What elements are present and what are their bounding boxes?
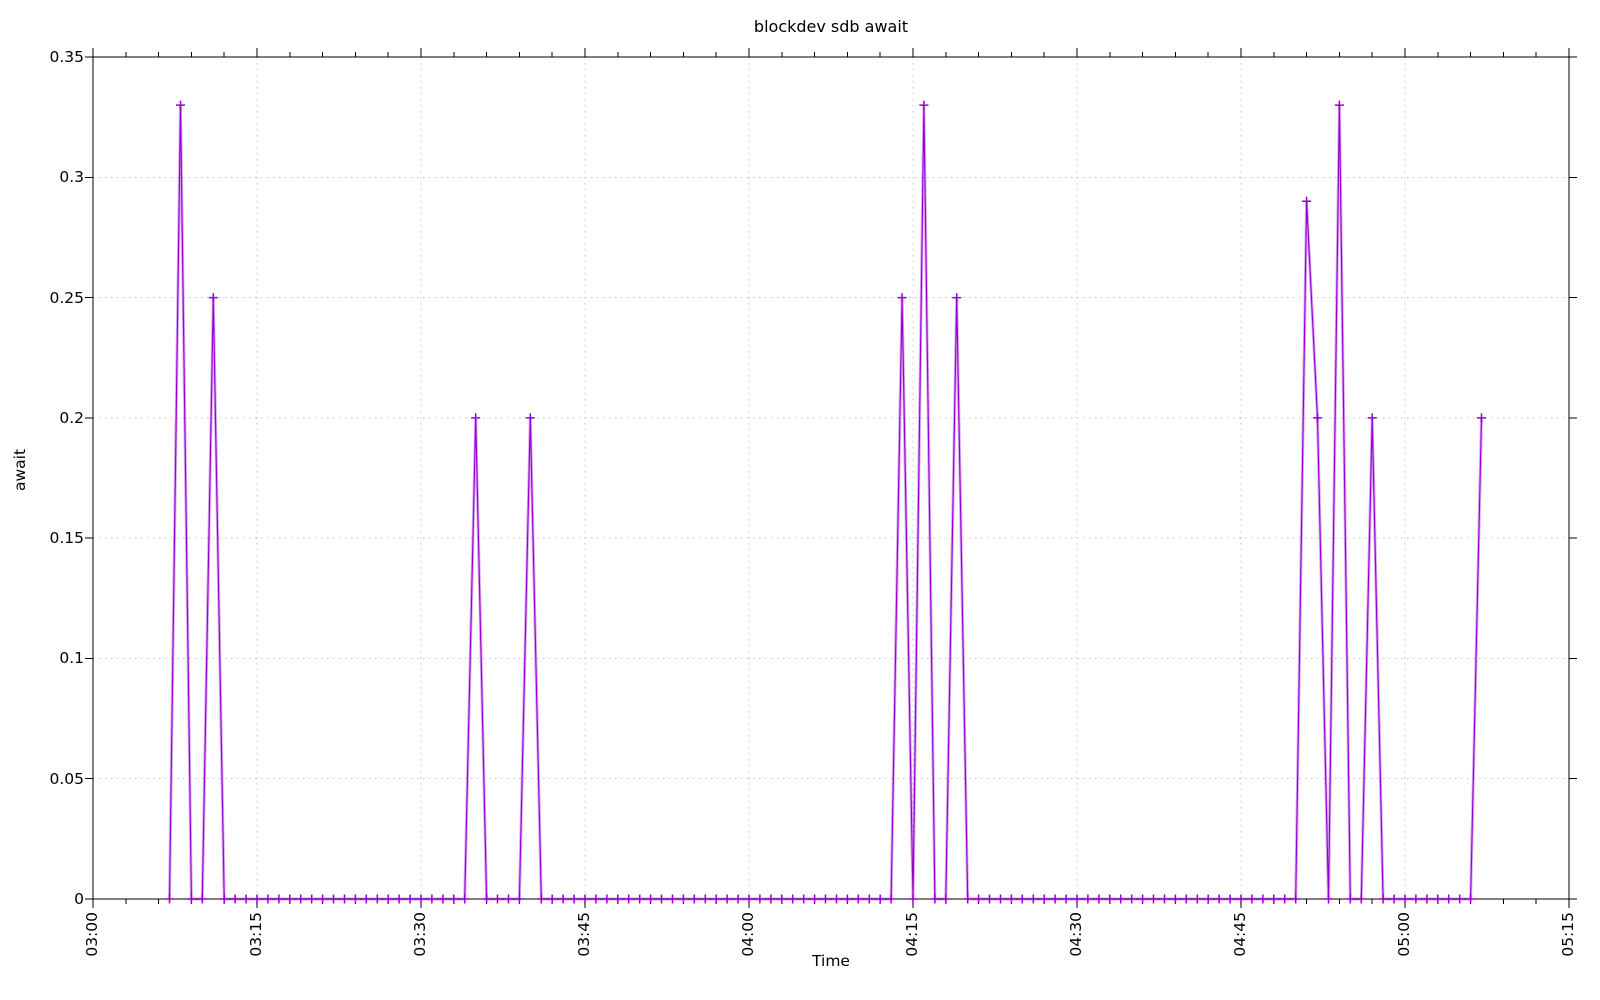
y-tick-label: 0 — [74, 890, 84, 908]
y-tick-label: 0.35 — [49, 48, 84, 66]
y-tick-label: 0.05 — [49, 770, 84, 788]
x-tick-label: 03:45 — [575, 912, 593, 957]
plot-border — [92, 56, 1570, 900]
series-line-halo — [168, 105, 1483, 901]
x-tick-label: 04:15 — [903, 912, 921, 957]
chart-title: blockdev sdb await — [753, 17, 909, 36]
x-tick-label: 04:30 — [1067, 912, 1085, 957]
series-markers — [165, 100, 1486, 904]
y-tick-label: 0.15 — [49, 529, 84, 547]
y-tick-label: 0.25 — [49, 289, 84, 307]
x-tick-label: 03:00 — [83, 912, 101, 957]
x-tick-label: 05:00 — [1395, 912, 1413, 957]
x-axis-label: Time — [812, 952, 850, 970]
gridlines — [93, 57, 1569, 899]
series-line — [168, 105, 1483, 900]
x-tick-label: 04:00 — [739, 912, 757, 957]
x-tick-label: 05:15 — [1559, 912, 1577, 957]
y-tick-label: 0.3 — [59, 168, 84, 186]
x-tick-label: 03:15 — [247, 912, 265, 957]
x-tick-label: 04:45 — [1231, 912, 1249, 957]
series-await — [168, 105, 1483, 901]
x-tick-label: 03:30 — [411, 912, 429, 957]
y-tick-label: 0.1 — [59, 649, 84, 667]
y-tick-label: 0.2 — [59, 409, 84, 427]
